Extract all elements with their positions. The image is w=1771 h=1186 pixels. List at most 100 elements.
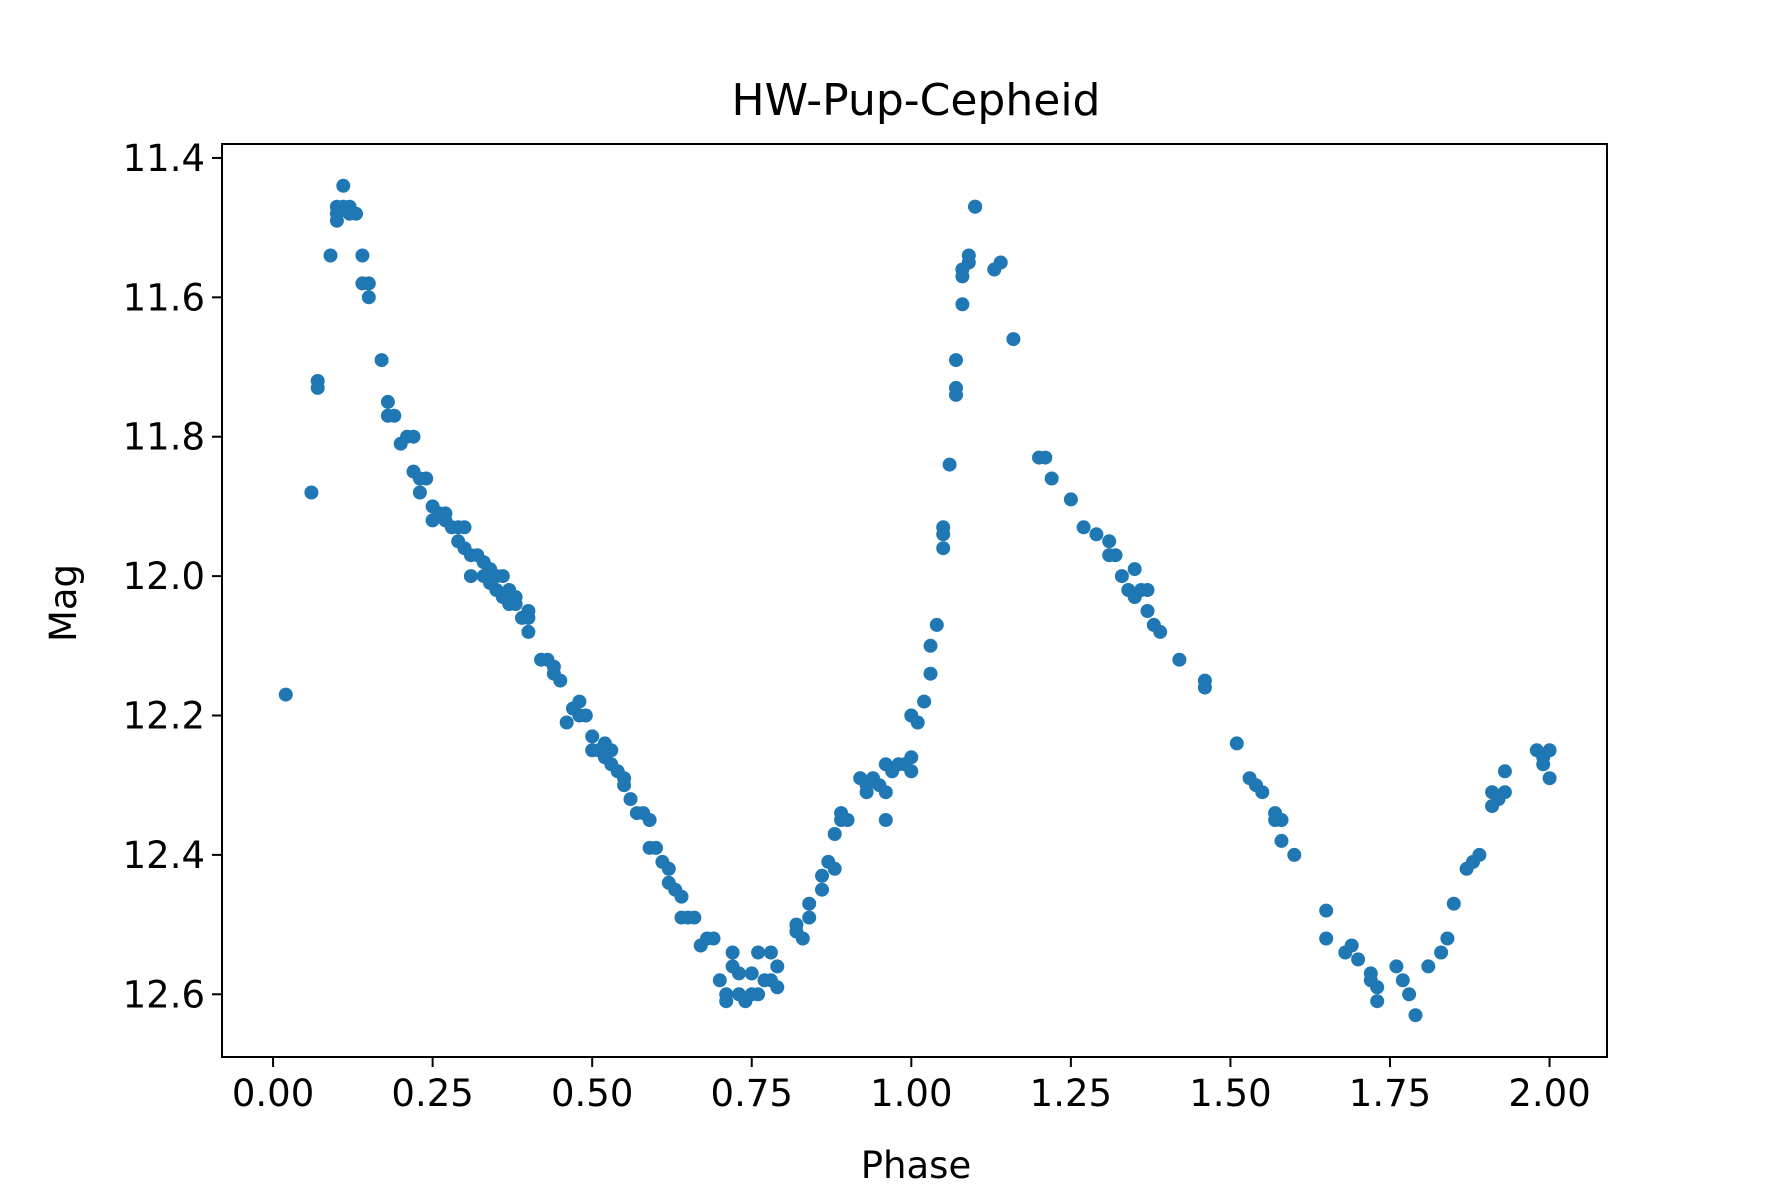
data-point [827, 861, 842, 876]
data-points [278, 178, 1557, 1023]
data-point [578, 708, 593, 723]
data-point [763, 945, 778, 960]
data-point [1153, 624, 1168, 639]
data-point [942, 457, 957, 472]
data-point [904, 750, 919, 765]
data-point [770, 980, 785, 995]
data-point [1440, 931, 1455, 946]
data-point [1063, 492, 1078, 507]
data-point [687, 910, 702, 925]
data-point [1140, 604, 1155, 618]
data-point [508, 590, 523, 604]
data-point [840, 813, 855, 827]
data-point [795, 931, 810, 946]
data-point [732, 966, 746, 981]
data-point [1344, 938, 1359, 953]
data-point [917, 694, 932, 709]
data-point [910, 715, 925, 730]
data-point [878, 813, 893, 827]
data-point [712, 973, 727, 988]
x-tick-label: 2.00 [1508, 1072, 1590, 1115]
data-point [1044, 471, 1059, 486]
x-tick-label: 1.25 [1030, 1072, 1112, 1115]
data-point [623, 792, 638, 807]
data-point [1102, 534, 1117, 549]
data-point [719, 994, 734, 1009]
data-point [904, 764, 919, 779]
chart-title: HW-Pup-Cepheid [732, 75, 1101, 126]
x-tick-label: 0.25 [391, 1072, 473, 1115]
data-point [1434, 945, 1449, 960]
data-point [1351, 952, 1366, 967]
data-point [770, 959, 785, 974]
data-point [661, 861, 676, 876]
y-axis-ticks: 11.4 11.6 11.8 12.0 12.2 12.4 12.6 [123, 137, 222, 1016]
data-point [374, 353, 389, 368]
data-point [1408, 1008, 1423, 1023]
data-point [1140, 583, 1155, 597]
data-point [815, 882, 829, 897]
data-point [1446, 896, 1461, 911]
data-point [278, 687, 293, 702]
data-point [827, 827, 842, 841]
data-point [387, 408, 402, 423]
data-point [1370, 994, 1385, 1009]
data-point [968, 199, 983, 214]
data-point [1127, 562, 1142, 577]
data-point [961, 248, 976, 263]
data-point [521, 624, 536, 639]
data-point [929, 617, 944, 632]
data-point [419, 471, 434, 486]
data-point [1497, 785, 1512, 800]
data-point [674, 889, 689, 904]
x-axis-ticks: 0.00 0.25 0.50 0.75 1.00 1.25 1.50 1.75 2.00 [232, 1057, 1591, 1115]
data-point [1172, 652, 1187, 667]
data-point [1542, 771, 1557, 786]
x-tick-label: 0.75 [711, 1072, 793, 1115]
y-axis-label: Mag [42, 564, 85, 642]
data-point [936, 520, 951, 535]
data-point [649, 840, 663, 855]
data-point [1472, 847, 1487, 862]
data-point [815, 868, 829, 883]
data-point [355, 248, 370, 263]
data-point [1287, 847, 1302, 862]
y-tick-label: 11.8 [123, 416, 205, 459]
data-point [1542, 743, 1557, 758]
y-tick-label: 12.2 [123, 694, 205, 737]
data-point [1255, 785, 1270, 800]
data-point [406, 429, 421, 444]
data-point [923, 666, 938, 681]
data-point [1395, 973, 1410, 988]
data-point [744, 966, 759, 981]
y-tick-label: 11.6 [123, 276, 205, 319]
data-point [642, 813, 657, 827]
data-point [1389, 959, 1404, 974]
data-point [463, 569, 478, 584]
data-point [1076, 520, 1091, 535]
y-tick-label: 12.0 [123, 555, 205, 598]
data-point [751, 987, 766, 1002]
data-point [751, 945, 766, 960]
y-tick-label: 12.6 [123, 973, 205, 1016]
data-point [559, 715, 574, 730]
data-point [572, 694, 587, 709]
data-point [521, 604, 536, 618]
data-point [706, 931, 721, 946]
x-tick-label: 1.75 [1349, 1072, 1431, 1115]
x-axis-label: Phase [861, 1144, 971, 1181]
data-point [993, 255, 1008, 270]
data-point [802, 910, 817, 925]
data-point [495, 569, 510, 584]
data-point [304, 485, 319, 500]
data-point [859, 785, 874, 800]
y-tick-label: 11.4 [123, 137, 205, 180]
data-point [1497, 764, 1512, 779]
data-point [1421, 959, 1436, 974]
data-point [361, 276, 376, 291]
y-tick-label: 12.4 [123, 834, 205, 877]
data-point [361, 290, 376, 305]
